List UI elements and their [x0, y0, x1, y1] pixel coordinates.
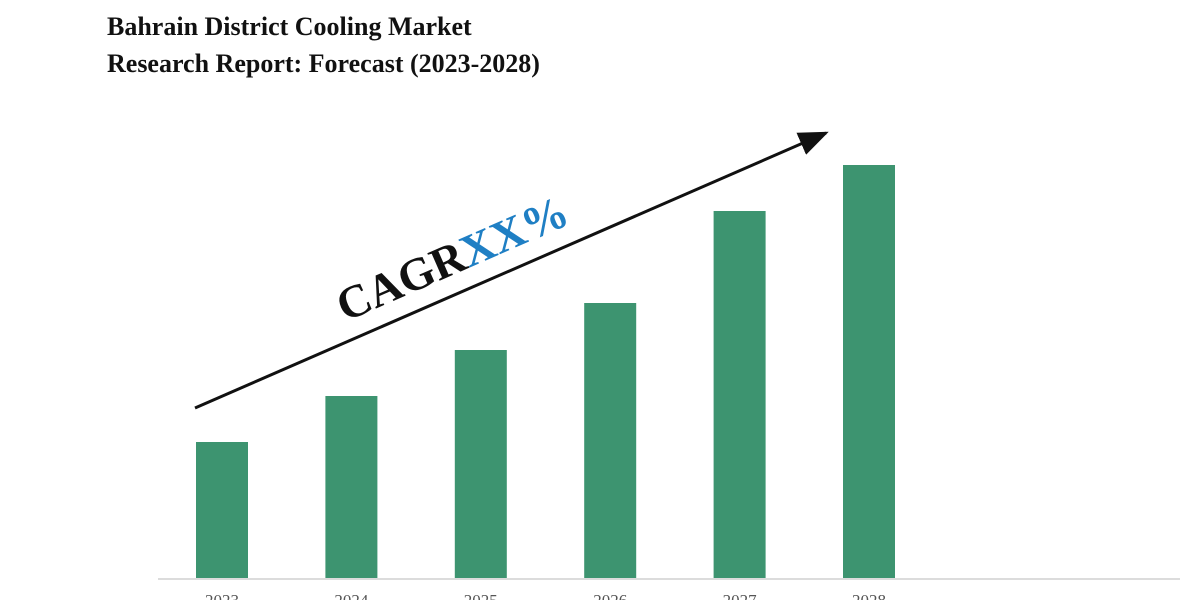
bars: 2023 2024 2025 2026 2027 2028	[196, 165, 895, 600]
x-tick-label: 2027	[723, 591, 758, 600]
x-tick-label: 2026	[593, 591, 627, 600]
bar	[325, 396, 378, 578]
annotation-value: XX%	[452, 185, 575, 277]
bar	[454, 350, 507, 578]
bar	[584, 303, 637, 578]
annotation-label: CAGR	[329, 230, 474, 331]
x-tick-label: 2023	[205, 591, 239, 600]
bar	[843, 165, 895, 578]
x-tick-label: 2024	[334, 591, 369, 600]
growth-arrow	[194, 131, 829, 410]
x-tick-label: 2028	[852, 591, 886, 600]
x-tick-label: 2025	[464, 591, 498, 600]
chart-title: Bahrain District Cooling Market Research…	[107, 12, 540, 78]
bar	[196, 442, 248, 578]
bar	[713, 211, 766, 578]
